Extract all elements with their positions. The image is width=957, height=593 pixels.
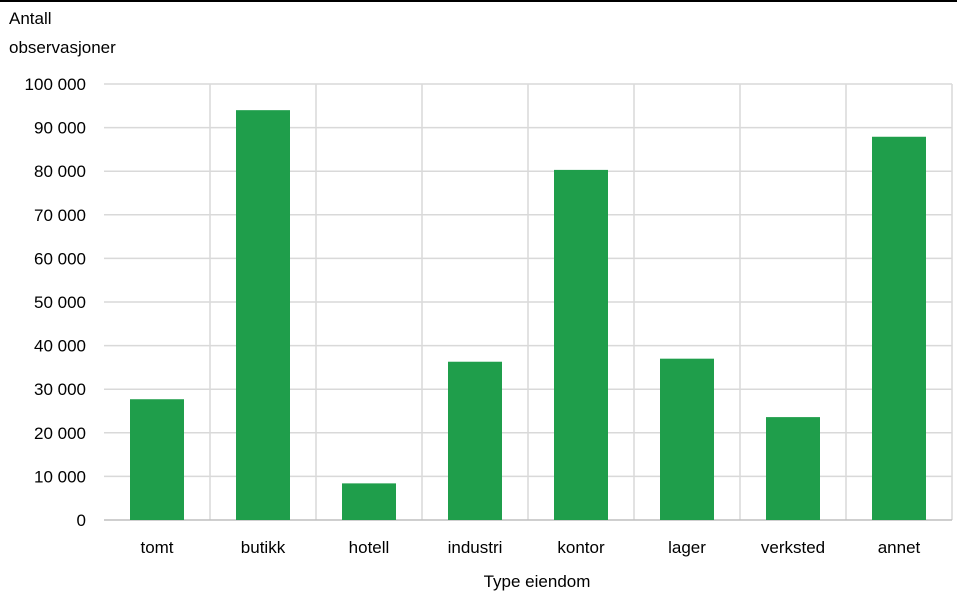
bar-kontor <box>554 169 608 520</box>
x-tick-label: butikk <box>241 538 286 557</box>
x-tick-label: kontor <box>557 538 605 557</box>
bar-tomt <box>130 399 184 520</box>
y-tick-label: 30 000 <box>34 380 86 399</box>
y-tick-label: 50 000 <box>34 293 86 312</box>
x-tick-label: hotell <box>349 538 390 557</box>
y-tick-label: 70 000 <box>34 206 86 225</box>
gridlines <box>104 83 953 521</box>
top-rule <box>0 0 957 2</box>
y-tick-label: 100 000 <box>25 75 86 94</box>
bar-industri <box>448 361 502 520</box>
bar-annet <box>872 136 926 521</box>
bar-hotell <box>342 483 396 520</box>
x-tick-label: lager <box>668 538 706 557</box>
y-tick-label: 20 000 <box>34 424 86 443</box>
y-axis-title-line-2: observasjoner <box>9 38 116 57</box>
y-axis-ticks: 0 10 000 20 000 30 000 40 000 50 000 60 000 70 … <box>25 75 86 530</box>
y-tick-label: 0 <box>77 511 86 530</box>
x-tick-label: verksted <box>761 538 825 557</box>
y-tick-label: 10 000 <box>34 467 86 486</box>
x-axis-ticks: tomt butikk hotell industri kontor lager verks… <box>140 538 920 557</box>
y-tick-label: 90 000 <box>34 119 86 138</box>
x-tick-label: tomt <box>140 538 173 557</box>
bar-lager <box>660 358 714 520</box>
bar-butikk <box>236 110 290 520</box>
bar-verksted <box>766 417 820 520</box>
bars <box>130 110 926 521</box>
y-tick-label: 40 000 <box>34 337 86 356</box>
y-tick-label: 80 000 <box>34 162 86 181</box>
x-tick-label: annet <box>878 538 921 557</box>
y-axis-title-line-1: Antall <box>9 9 52 28</box>
x-axis-title: Type eiendom <box>484 572 591 591</box>
y-tick-label: 60 000 <box>34 249 86 268</box>
x-tick-label: industri <box>448 538 503 557</box>
